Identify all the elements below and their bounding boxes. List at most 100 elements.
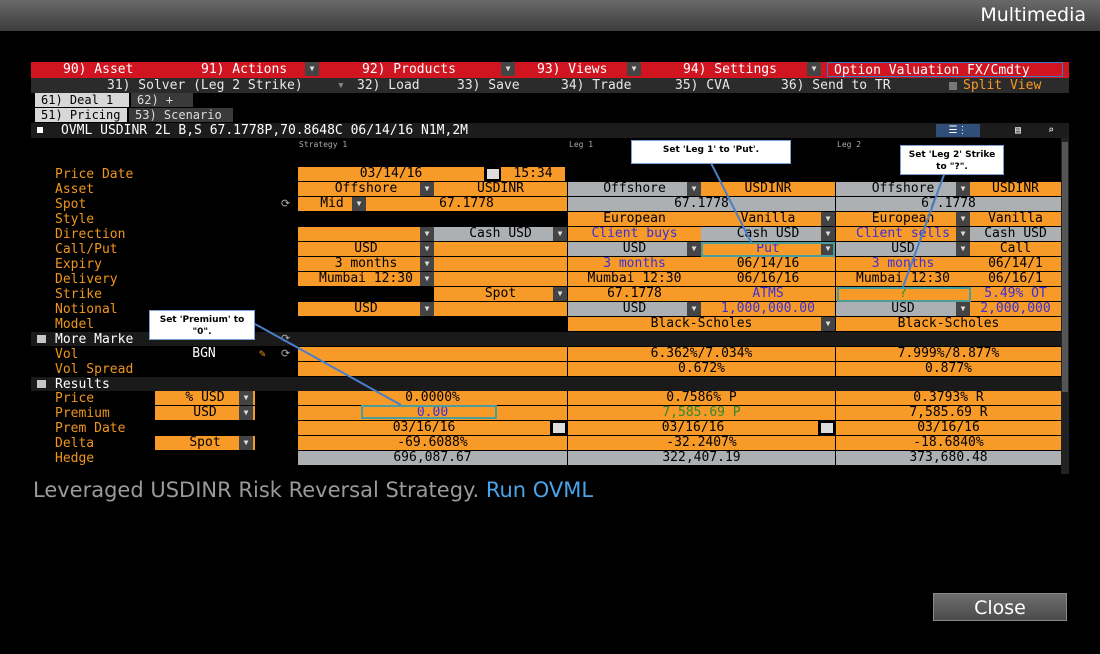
leg2-notional[interactable]: 2,000,000 <box>970 302 1061 316</box>
leg2-call-put-ccy[interactable]: USD ▼ <box>836 242 970 256</box>
leg2-model[interactable]: Black-Scholes <box>836 317 1061 331</box>
leg1-prem-date[interactable]: 03/16/16 <box>568 421 818 435</box>
load-button[interactable]: 32) Load <box>357 78 420 93</box>
leg1-expiry[interactable]: 3 months <box>568 257 701 271</box>
split-view-checkbox[interactable] <box>949 82 957 90</box>
calendar-icon[interactable] <box>553 423 565 433</box>
menu-settings[interactable]: 94) Settings ▼ <box>645 62 825 78</box>
menu-products[interactable]: 92) Products ▼ <box>323 62 519 78</box>
tab-pricing[interactable]: 51) Pricing <box>35 108 127 122</box>
strategy-premium[interactable]: 0.00 <box>298 406 567 420</box>
trade-button[interactable]: 34) Trade <box>561 78 632 93</box>
leg2-expiry-date[interactable]: 06/14/1 <box>970 257 1061 271</box>
call-put-ccy[interactable]: USD ▼ <box>298 242 434 256</box>
delivery-field[interactable]: Mumbai 12:30 ▼ <box>298 272 434 286</box>
leg1-vol[interactable]: 6.362%/7.034% <box>568 347 835 361</box>
price-date-field[interactable]: 03/14/16 <box>298 167 484 181</box>
leg1-notional[interactable]: 1,000,000.00 <box>701 302 835 316</box>
leg1-expiry-date[interactable]: 06/14/16 <box>701 257 835 271</box>
close-button[interactable]: Close <box>933 593 1067 621</box>
asset-pair-field[interactable]: USDINR <box>434 182 567 196</box>
call-put-blank[interactable] <box>434 242 567 256</box>
leg2-prem-date[interactable]: 03/16/16 <box>836 421 1061 435</box>
expiry-field[interactable]: 3 months ▼ <box>298 257 434 271</box>
calendar-icon[interactable] <box>487 169 499 179</box>
leg1-delivery[interactable]: Mumbai 12:30 <box>568 272 701 286</box>
zoom-icon[interactable]: ⌕ <box>1041 124 1061 137</box>
leg2-settle[interactable]: Cash USD <box>970 227 1061 241</box>
leg2-asset-type[interactable]: Offshore ▼ <box>836 182 970 196</box>
tab-deal-1[interactable]: 61) Deal 1 <box>35 93 129 107</box>
menu-actions[interactable]: 91) Actions <box>201 62 288 77</box>
tab-add-deal[interactable]: 62) + <box>131 93 193 107</box>
refresh-icon[interactable]: ⟳ <box>281 197 291 210</box>
leg1-vol-spread[interactable]: 0.672% <box>568 362 835 376</box>
calendar-icon[interactable] <box>821 423 833 433</box>
strategy-prem-date[interactable]: 03/16/16 <box>298 421 550 435</box>
direction-settle[interactable]: Cash USD ▼ <box>434 227 567 241</box>
asset-type-select[interactable]: Offshore ▼ <box>298 182 434 196</box>
send-to-tr-button[interactable]: 36) Send to TR <box>781 78 891 93</box>
leg2-strike-mode[interactable]: 5.49% OT <box>970 287 1061 301</box>
strike-ref[interactable]: Spot ▼ <box>434 287 567 301</box>
leg2-expiry[interactable]: 3 months <box>836 257 970 271</box>
delta-type[interactable]: Spot <box>155 436 255 450</box>
leg1-delivery-date[interactable]: 06/16/16 <box>701 272 835 286</box>
price-time-field[interactable]: 15:34 <box>501 167 565 181</box>
results-section[interactable] <box>31 377 1061 391</box>
edit-icon[interactable]: ✎ <box>259 347 266 360</box>
refresh-icon[interactable]: ⟳ <box>281 332 291 345</box>
leg1-notional-ccy[interactable]: USD ▼ <box>568 302 701 316</box>
refresh-icon[interactable]: ⟳ <box>281 347 291 360</box>
leg1-model[interactable]: Black-Scholes ▼ <box>568 317 835 331</box>
leg2-type[interactable]: Vanilla <box>970 212 1061 226</box>
spot-field[interactable]: 67.1778 <box>366 197 567 211</box>
leg2-call-put[interactable]: Call <box>970 242 1061 256</box>
grid-view-icon[interactable]: ☰⋮ <box>936 124 980 137</box>
vol-source[interactable]: BGN <box>161 347 247 361</box>
save-button[interactable]: 33) Save <box>457 78 520 93</box>
leg2-direction[interactable]: Client sells ▼ <box>836 227 970 241</box>
leg1-style[interactable]: European <box>568 212 701 226</box>
tab-scenario[interactable]: 53) Scenario <box>129 108 233 122</box>
leg1-strike-mode[interactable]: ATMS <box>701 287 835 301</box>
notional-ccy[interactable]: USD ▼ <box>298 302 434 316</box>
row-price-date: Price Date 03/14/16 15:34 <box>31 167 1061 182</box>
menu-asset[interactable]: 90) Asset ▼ <box>31 62 323 78</box>
leg2-delivery-date[interactable]: 06/16/1 <box>970 272 1061 286</box>
leg2-vol-spread[interactable]: 0.877% <box>836 362 1061 376</box>
leg1-asset-pair[interactable]: USDINR <box>701 182 835 196</box>
cva-button[interactable]: 35) CVA <box>675 78 730 93</box>
leg1-type[interactable]: Vanilla ▼ <box>701 212 835 226</box>
leg1-direction[interactable]: Client buys <box>568 227 701 241</box>
direction-blank[interactable]: ▼ <box>298 227 434 241</box>
chevron-down-icon[interactable]: ▼ <box>239 436 253 450</box>
leg2-delivery[interactable]: Mumbai 12:30 <box>836 272 970 286</box>
expiry-blank[interactable] <box>434 257 567 271</box>
leg2-vol[interactable]: 7.999%/8.877% <box>836 347 1061 361</box>
leg1-asset-type[interactable]: Offshore ▼ <box>568 182 701 196</box>
collapse-icon[interactable] <box>37 380 46 388</box>
scrollbar-thumb[interactable] <box>1062 142 1068 392</box>
solver-button[interactable]: 31) Solver (Leg 2 Strike) <box>107 78 303 93</box>
leg2-style[interactable]: European ▼ <box>836 212 970 226</box>
chevron-down-icon[interactable]: ▼ <box>239 391 253 405</box>
leg2-asset-pair[interactable]: USDINR <box>970 182 1061 196</box>
leg1-call-put[interactable]: Put ▼ <box>701 242 835 256</box>
vertical-scrollbar[interactable] <box>1061 138 1069 474</box>
leg2-strike[interactable]: ? <box>836 287 970 301</box>
spot-mode-select[interactable]: Mid ▼ <box>298 197 366 211</box>
menu-views[interactable]: 93) Views ▼ <box>519 62 645 78</box>
leg1-strike[interactable]: 67.1778 <box>568 287 701 301</box>
run-ovml-link[interactable]: Run OVML <box>485 478 594 502</box>
leg1-settle[interactable]: Cash USD ▼ <box>701 227 835 241</box>
collapse-icon[interactable] <box>37 335 46 343</box>
list-view-icon[interactable]: ▤ <box>1006 124 1030 137</box>
delivery-blank[interactable] <box>434 272 567 286</box>
premium-ccy[interactable]: USD <box>155 406 255 420</box>
chevron-down-icon[interactable]: ▼ <box>239 406 253 420</box>
leg2-notional-ccy[interactable]: USD ▼ <box>836 302 970 316</box>
notional-blank[interactable] <box>434 302 567 316</box>
leg1-call-put-ccy[interactable]: USD ▼ <box>568 242 701 256</box>
price-unit[interactable]: % USD <box>155 391 255 405</box>
